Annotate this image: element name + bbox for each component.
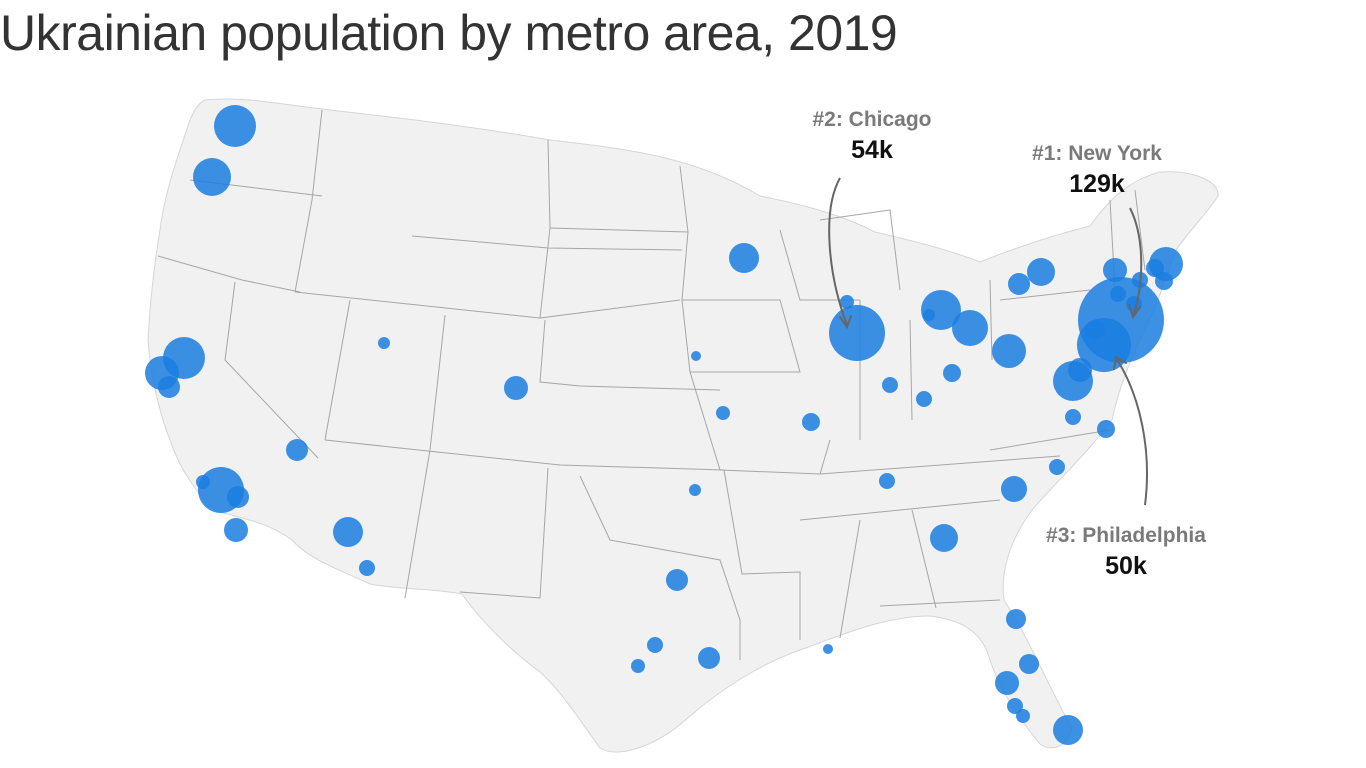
callout-arrow-new-york <box>1129 207 1143 317</box>
arrowhead-philadelphia <box>1113 355 1127 370</box>
bubble-st-louis[interactable] <box>802 413 820 431</box>
border-oh-pa <box>989 279 993 361</box>
bubble-oxnard[interactable] <box>196 475 210 489</box>
border-in-oh <box>909 319 913 421</box>
border-ut-co <box>429 314 446 451</box>
border-west-tier <box>294 291 541 319</box>
border-al-ga <box>911 509 937 609</box>
bubble-denver[interactable] <box>504 376 528 400</box>
bubble-seattle[interactable] <box>214 105 256 147</box>
bubble-minneapolis[interactable] <box>729 243 759 273</box>
bubble-chicago[interactable] <box>829 305 885 361</box>
border-mi <box>819 209 901 291</box>
border-ut-az <box>324 439 725 471</box>
border-va-nc <box>989 429 1111 451</box>
border-mn-east <box>679 165 691 373</box>
bubble-milwaukee[interactable] <box>840 295 854 309</box>
border-az-nm <box>404 449 431 599</box>
bubble-raleigh[interactable] <box>1049 459 1065 475</box>
state-borders <box>157 109 1146 660</box>
callout-philadelphia-label: #3: Philadelphia <box>1046 524 1206 547</box>
bubble-worcester[interactable] <box>1155 272 1173 290</box>
bubble-new-orleans[interactable] <box>823 644 833 654</box>
bubble-rochester[interactable] <box>1027 258 1055 286</box>
bubble-austin[interactable] <box>647 637 663 653</box>
bubble-miami[interactable] <box>1053 715 1083 745</box>
border-pa-ny <box>999 289 1091 301</box>
bubble-las-vegas[interactable] <box>286 439 308 461</box>
callout-philadelphia-value: 50k <box>1105 552 1147 580</box>
bubbles <box>145 105 1183 745</box>
bubble-pittsburgh[interactable] <box>992 334 1026 368</box>
border-nv-ca <box>224 281 319 459</box>
bubble-omaha[interactable] <box>691 351 701 361</box>
callout-arrow-chicago <box>828 177 848 326</box>
bubble-charlotte[interactable] <box>1001 476 1027 502</box>
bubble-dallas[interactable] <box>666 569 688 591</box>
border-ar-la <box>723 469 801 640</box>
border-nm-tx <box>459 467 549 599</box>
border-co-ks <box>539 319 721 391</box>
bubble-kansas-city[interactable] <box>716 406 730 420</box>
bubble-riverside[interactable] <box>227 486 249 508</box>
border-ia <box>682 299 801 373</box>
bubble-sarasota[interactable] <box>1007 698 1023 714</box>
bubble-columbus[interactable] <box>943 364 961 382</box>
callout-arrowheads <box>839 304 1141 370</box>
bubble-tampa[interactable] <box>995 671 1019 695</box>
arrowhead-new-york <box>1128 304 1141 320</box>
bubble-orlando[interactable] <box>1019 654 1039 674</box>
callout-chicago-value: 54k <box>851 136 893 164</box>
bubble-albany[interactable] <box>1103 258 1127 282</box>
border-ok-tx <box>579 475 741 660</box>
border-tn-south <box>799 499 1001 521</box>
bubble-phoenix[interactable] <box>333 517 363 547</box>
bubble-cleveland[interactable] <box>952 310 988 346</box>
bubble-toledo[interactable] <box>923 309 935 321</box>
border-ga-fl <box>879 599 1001 607</box>
callout-new-york-label: #1: New York <box>1032 142 1162 165</box>
border-sd-ne <box>539 227 681 319</box>
bubble-richmond[interactable] <box>1065 409 1081 425</box>
bubble-boston[interactable] <box>1149 247 1183 281</box>
bubble-fort-myers[interactable] <box>1016 709 1030 723</box>
bubble-virginia-beach[interactable] <box>1097 420 1115 438</box>
bubble-san-diego[interactable] <box>224 518 248 542</box>
bubble-tulsa[interactable] <box>689 484 701 496</box>
border-ky-tn <box>819 455 1061 475</box>
arrowhead-chicago <box>839 315 852 330</box>
bubble-houston[interactable] <box>698 647 720 669</box>
bubble-san-antonio[interactable] <box>631 659 645 673</box>
border-or-ca <box>157 255 301 293</box>
bubble-washington[interactable] <box>1053 361 1093 401</box>
bubble-buffalo[interactable] <box>1008 273 1030 295</box>
border-ny-vt <box>1134 189 1146 271</box>
bubble-atlanta[interactable] <box>930 524 958 552</box>
contiguous-us-shape <box>147 98 1219 753</box>
bubble-louisville[interactable] <box>916 391 932 407</box>
callout-arrow-philadelphia <box>1115 357 1148 506</box>
bubble-salt-lake[interactable] <box>378 337 390 349</box>
callouts: #2: Chicago 54k #1: New York 129k #3: Ph… <box>812 108 1206 580</box>
callout-new-york-value: 129k <box>1069 170 1125 198</box>
bubble-indianapolis[interactable] <box>882 377 898 393</box>
border-wi-mi <box>779 229 860 301</box>
border-ms-al <box>839 519 861 639</box>
map-title: Ukrainian population by metro area, 2019 <box>0 5 898 61</box>
bubble-nashville[interactable] <box>879 473 895 489</box>
us-land <box>147 98 1219 753</box>
border-id-east <box>294 109 323 293</box>
bubble-tucson[interactable] <box>359 560 375 576</box>
border-nv-ut <box>324 299 351 441</box>
bubble-portland[interactable] <box>193 158 231 196</box>
bubble-new-haven[interactable] <box>1126 296 1142 312</box>
bubble-san-jose[interactable] <box>158 376 180 398</box>
bubble-jacksonville[interactable] <box>1006 609 1026 629</box>
border-mo <box>689 371 831 475</box>
callout-chicago-label: #2: Chicago <box>812 108 931 131</box>
callout-arrows <box>828 177 1148 506</box>
